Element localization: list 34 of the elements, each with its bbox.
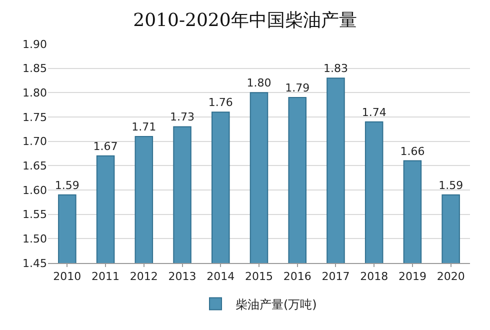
x-tick-label: 2016	[283, 270, 312, 284]
y-tick-label: 1.85	[22, 62, 47, 76]
x-tick-label: 2019	[398, 270, 426, 284]
y-tick-label: 1.75	[22, 110, 47, 124]
text: 1.59	[54, 178, 80, 192]
x-tick-label: 2012	[130, 270, 158, 284]
y-tick-label: 1.70	[22, 135, 47, 148]
x-tick-label: 2013	[168, 270, 196, 284]
y-tick-label: 1.55	[22, 208, 47, 222]
x-tick-label: 2017	[322, 270, 350, 284]
text: 1.59	[438, 178, 464, 192]
y-tick-label: 1.60	[22, 184, 47, 197]
text: 1.73	[170, 110, 195, 124]
text: 1.74	[362, 106, 386, 119]
text: 1.71	[132, 120, 156, 134]
x-tick-label: 2014	[206, 270, 235, 284]
text: 1.79	[285, 82, 310, 95]
text: 1.66	[400, 144, 425, 158]
text: 1.67	[93, 140, 118, 153]
x-tick-label: 2015	[245, 270, 273, 284]
text: 1.83	[323, 62, 348, 76]
y-tick-label: 1.80	[22, 86, 47, 100]
x-tick-label: 2010	[53, 270, 82, 284]
legend-label: 柴油产量(万吨)	[236, 297, 317, 312]
chart-title: 2010-2020年中国柴油产量	[133, 10, 357, 31]
x-tick-label: 2020	[436, 270, 465, 284]
y-tick-label: 1.45	[22, 256, 47, 270]
text: 1.80	[246, 76, 272, 90]
y-tick-label: 1.50	[22, 232, 47, 246]
x-tick-label: 2018	[360, 270, 388, 284]
y-tick-label: 1.65	[22, 160, 47, 173]
x-tick-label: 2011	[92, 270, 120, 284]
y-tick-label: 1.90	[22, 38, 47, 51]
text: 1.76	[208, 96, 233, 110]
